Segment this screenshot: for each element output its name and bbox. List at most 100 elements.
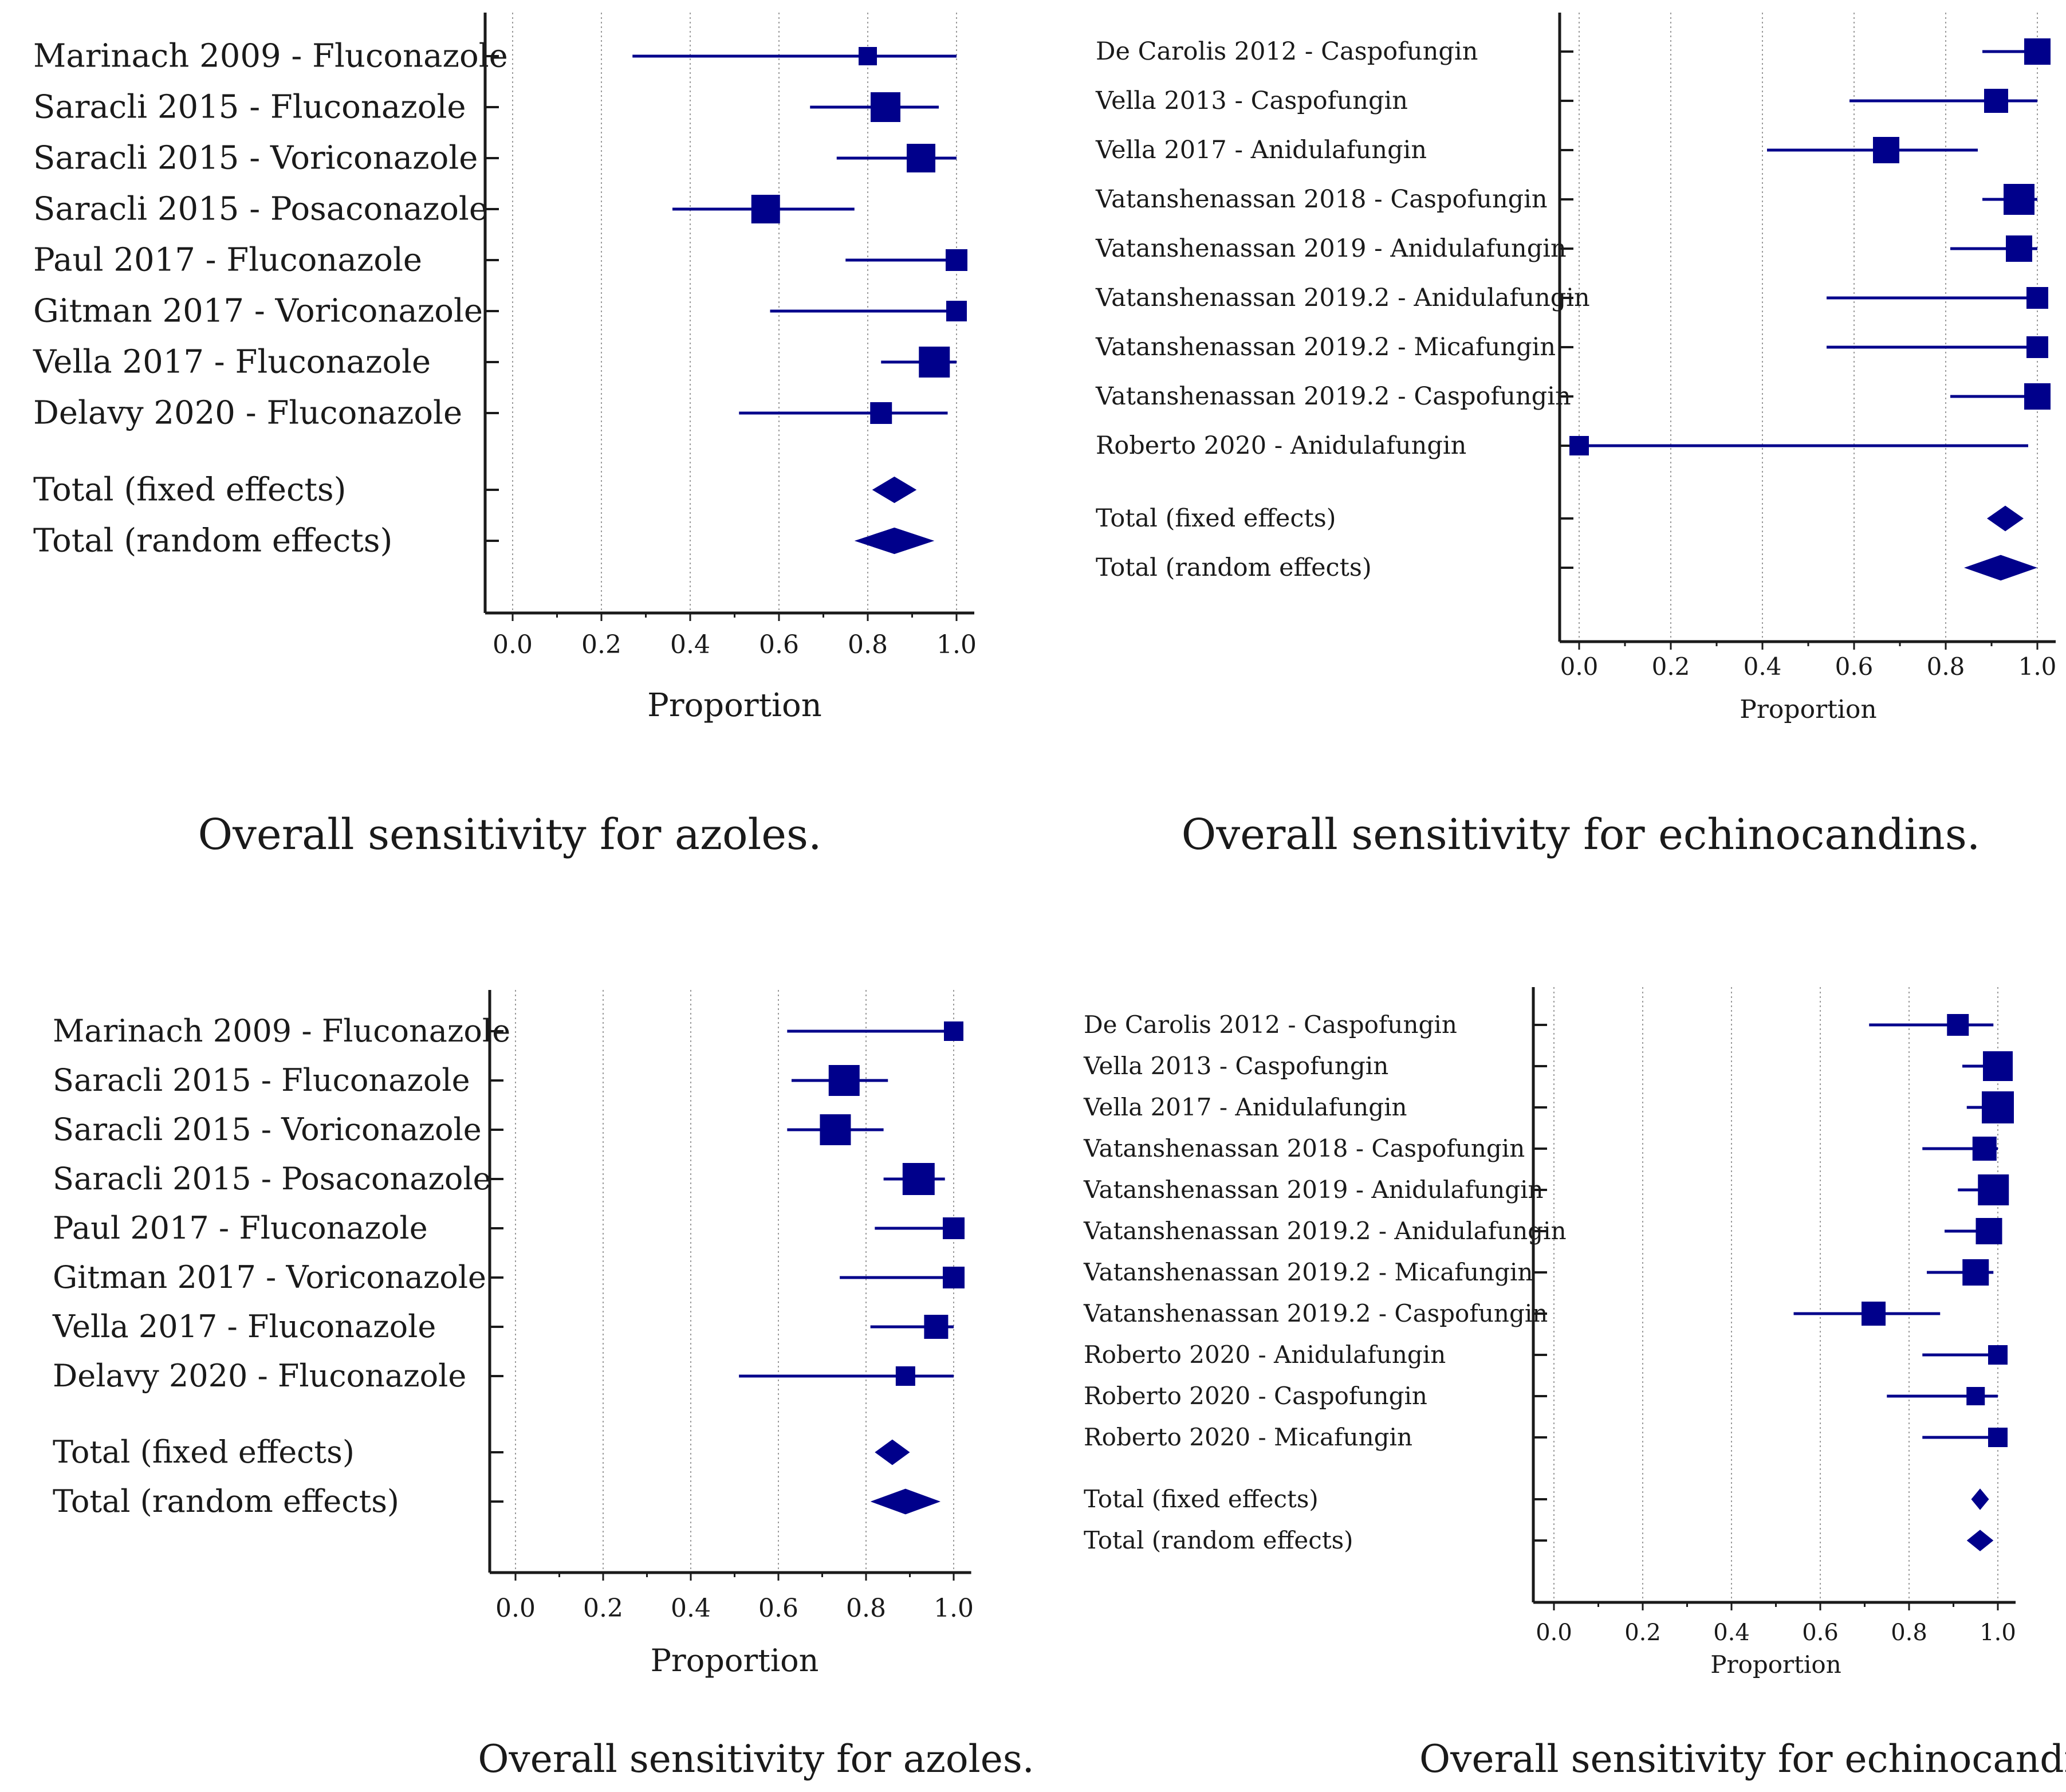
point-estimate: [871, 92, 900, 122]
point-estimate: [870, 402, 892, 424]
study-label: Roberto 2020 - Anidulafungin: [1084, 1341, 1446, 1369]
point-estimate: [1962, 1259, 1989, 1286]
study-label: Vella 2017 - Fluconazole: [33, 343, 431, 380]
study-label: Saracli 2015 - Voriconazole: [33, 139, 478, 176]
caption-top-right: Overall sensitivity for echinocandins.: [1181, 810, 1981, 859]
study-label: Vella 2017 - Fluconazole: [52, 1308, 436, 1345]
study-label: Saracli 2015 - Posaconazole: [53, 1161, 491, 1197]
x-tick-label: 0.8: [1891, 1620, 1927, 1646]
study-label: Vatanshenassan 2019.2 - Micafungin: [1083, 1258, 1533, 1286]
x-tick-label: 1.0: [936, 630, 977, 659]
study-label: Delavy 2020 - Fluconazole: [33, 394, 462, 431]
study-label: Vatanshenassan 2019 - Anidulafungin: [1083, 1176, 1544, 1204]
study-label: Saracli 2015 - Posaconazole: [33, 190, 488, 227]
study-label: Vatanshenassan 2019 - Anidulafungin: [1095, 234, 1567, 263]
point-estimate: [1947, 1014, 1969, 1036]
x-tick-label: 0.2: [581, 630, 621, 659]
x-tick-label: 0.6: [758, 1594, 798, 1623]
point-estimate: [1984, 89, 2008, 113]
point-estimate: [1966, 1387, 1985, 1405]
x-axis-label: Proportion: [647, 687, 822, 724]
total-label: Total (random effects): [1084, 1526, 1353, 1554]
point-estimate: [946, 301, 967, 321]
pooled-estimate-diamond: [872, 476, 917, 504]
x-tick-label: 1.0: [1980, 1620, 2016, 1646]
point-estimate: [751, 195, 780, 223]
x-tick-label: 0.8: [846, 1594, 886, 1623]
point-estimate: [2004, 184, 2034, 215]
study-label: Marinach 2009 - Fluconazole: [53, 1013, 510, 1049]
x-tick-label: 0.8: [1927, 653, 1965, 681]
point-estimate: [907, 144, 935, 172]
x-tick-label: 0.0: [495, 1594, 536, 1623]
total-label: Total (fixed effects): [33, 471, 346, 508]
study-label: Vatanshenassan 2019.2 - Caspofungin: [1083, 1299, 1548, 1327]
point-estimate: [1988, 1428, 2008, 1447]
study-label: Paul 2017 - Fluconazole: [33, 241, 422, 278]
point-estimate: [944, 1021, 963, 1041]
study-label: Gitman 2017 - Voriconazole: [53, 1259, 486, 1295]
x-tick-label: 0.4: [671, 1594, 711, 1623]
study-label: Saracli 2015 - Fluconazole: [33, 88, 466, 125]
x-tick-label: 0.6: [1802, 1620, 1839, 1646]
x-tick-label: 0.6: [1835, 653, 1874, 681]
point-estimate: [943, 1217, 965, 1239]
point-estimate: [946, 249, 967, 271]
caption-bottom-left: Overall sensitivity for azoles.: [478, 1737, 1034, 1781]
point-estimate: [828, 1065, 860, 1096]
caption-bottom-right: Overall sensitivity for echinocandins.: [1419, 1737, 2066, 1781]
pooled-estimate-diamond: [1971, 1488, 1989, 1510]
x-tick-label: 0.0: [1560, 653, 1599, 681]
point-estimate: [1988, 1345, 2008, 1365]
caption-top-left: Overall sensitivity for azoles.: [198, 810, 822, 859]
x-tick-label: 0.2: [583, 1594, 623, 1623]
point-estimate: [1862, 1302, 1886, 1326]
x-tick-label: 1.0: [2018, 653, 2057, 681]
point-estimate: [1978, 1174, 2009, 1205]
total-label: Total (fixed effects): [1096, 504, 1336, 533]
study-label: Vatanshenassan 2018 - Caspofungin: [1083, 1134, 1525, 1162]
total-label: Total (random effects): [1096, 553, 1372, 582]
study-label: Roberto 2020 - Micafungin: [1084, 1423, 1412, 1451]
pooled-estimate-diamond: [1964, 555, 2037, 581]
study-label: Vatanshenassan 2018 - Caspofungin: [1095, 185, 1548, 214]
total-label: Total (random effects): [53, 1483, 399, 1519]
study-label: Saracli 2015 - Fluconazole: [53, 1062, 470, 1098]
x-tick-label: 0.2: [1652, 653, 1690, 681]
x-tick-label: 0.0: [1536, 1620, 1572, 1646]
point-estimate: [924, 1315, 949, 1339]
point-estimate: [2026, 336, 2048, 358]
study-label: Vatanshenassan 2019.2 - Caspofungin: [1095, 382, 1571, 411]
point-estimate: [1972, 1137, 1997, 1161]
point-estimate: [895, 1366, 915, 1386]
point-estimate: [2024, 38, 2051, 65]
study-label: Marinach 2009 - Fluconazole: [33, 37, 508, 74]
point-estimate: [2026, 287, 2048, 309]
point-estimate: [2006, 235, 2032, 262]
point-estimate: [902, 1163, 935, 1195]
point-estimate: [1982, 1091, 2014, 1123]
study-label: Vatanshenassan 2019.2 - Micafungin: [1095, 333, 1556, 361]
point-estimate: [820, 1114, 851, 1145]
point-estimate: [1569, 436, 1589, 455]
x-tick-label: 1.0: [934, 1594, 974, 1623]
x-axis-label: Proportion: [1740, 695, 1876, 724]
study-label: Paul 2017 - Fluconazole: [53, 1210, 428, 1246]
point-estimate: [919, 347, 950, 378]
x-tick-label: 0.4: [1713, 1620, 1750, 1646]
point-estimate: [1983, 1051, 2013, 1081]
pooled-estimate-diamond: [870, 1488, 941, 1515]
study-label: De Carolis 2012 - Caspofungin: [1084, 1011, 1457, 1039]
study-label: Vella 2017 - Anidulafungin: [1083, 1093, 1407, 1121]
x-tick-label: 0.4: [1744, 653, 1782, 681]
study-label: Gitman 2017 - Voriconazole: [33, 292, 483, 329]
point-estimate: [1976, 1218, 2002, 1244]
x-tick-label: 0.2: [1624, 1620, 1661, 1646]
x-tick-label: 0.8: [848, 630, 888, 659]
x-tick-label: 0.0: [493, 630, 533, 659]
x-tick-label: 0.6: [759, 630, 799, 659]
x-axis-label: Proportion: [1710, 1650, 1841, 1679]
total-label: Total (fixed effects): [53, 1434, 355, 1470]
study-label: Saracli 2015 - Voriconazole: [53, 1111, 482, 1147]
study-label: Roberto 2020 - Anidulafungin: [1096, 431, 1466, 460]
